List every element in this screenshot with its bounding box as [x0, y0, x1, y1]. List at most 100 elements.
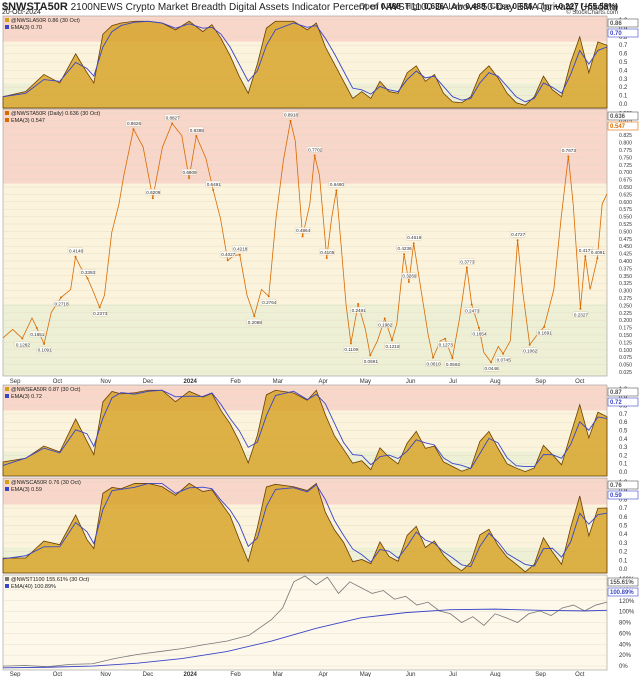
y-tick-label: 0.2 — [619, 453, 628, 459]
data-point — [335, 189, 338, 192]
y-tick-label: 0.4 — [619, 532, 628, 538]
data-label-box — [181, 168, 197, 176]
y-tick-label: 0.7 — [619, 412, 628, 418]
data-label: 0.2068 — [248, 320, 262, 325]
data-label-box — [91, 310, 108, 317]
y-tick-label: 0.125 — [619, 340, 632, 346]
y-tick-label: 0.5 — [619, 524, 628, 530]
data-label: 0.8626 — [127, 121, 141, 126]
legend-swatch — [5, 487, 9, 491]
data-point — [403, 253, 406, 256]
y-tick-label: 0.150 — [619, 333, 632, 339]
data-label-box — [396, 245, 412, 252]
data-label: 0.8918 — [284, 113, 298, 118]
data-label-box — [307, 146, 323, 153]
data-label: 0.0592 — [446, 362, 460, 367]
data-label-box — [437, 341, 453, 348]
data-label-box — [188, 126, 204, 134]
y-tick-label: 0% — [619, 664, 628, 670]
x-tick-label: Mar — [273, 379, 283, 385]
x-tick-label: Feb — [230, 672, 241, 677]
y-tick-label: 0.350 — [619, 274, 632, 280]
legend-entry: @NWSCA50R 0.76 (30 Oct) — [11, 480, 81, 486]
data-label-box — [220, 251, 236, 258]
y-tick-label: 0.1 — [619, 94, 628, 100]
data-point — [412, 242, 415, 245]
data-label-box — [401, 272, 417, 280]
y-tick-label: 0.175 — [619, 326, 632, 332]
y-tick-label: 0.725 — [619, 163, 632, 169]
data-label-box — [53, 300, 69, 307]
data-label: 0.4091 — [591, 250, 605, 255]
data-label: 0.0745 — [497, 358, 511, 363]
data-label-box — [560, 147, 576, 154]
data-point — [253, 315, 256, 318]
data-label: 0.0691 — [364, 359, 378, 364]
data-label: 0.2473 — [465, 308, 479, 313]
data-label-box — [425, 360, 441, 367]
data-label: 0.4027 — [221, 252, 235, 257]
value-tag-label: 0.636 — [610, 114, 626, 120]
y-tick-label: 0.750 — [619, 155, 632, 161]
value-tag-label: 0.87 — [610, 390, 622, 396]
y-tick-label: 0.875 — [619, 118, 632, 124]
data-point — [289, 119, 292, 122]
copyright: © StockCharts.com — [566, 10, 618, 16]
y-tick-label: 0.1 — [619, 558, 628, 564]
x-tick-label: Sep — [10, 379, 21, 385]
x-tick-label: Oct — [53, 379, 63, 385]
overbought-band — [3, 109, 607, 184]
value-tag — [607, 111, 639, 121]
x-tick-label: Apr — [318, 672, 327, 677]
data-point — [490, 361, 493, 364]
data-point — [74, 255, 77, 258]
data-point — [35, 326, 38, 329]
data-label: 0.1282 — [16, 342, 30, 347]
y-tick-label: 0.3 — [619, 541, 628, 547]
y-tick-label: 0.400 — [619, 259, 632, 265]
y-tick-label: 0.3 — [619, 445, 628, 451]
data-label: 0.4619 — [407, 235, 421, 240]
legend-entry: @NWSTA50R (Daily) 0.636 (30 Oct) — [11, 111, 100, 117]
data-label-box — [125, 120, 142, 127]
data-label: 0.4218 — [233, 247, 247, 252]
legend-swatch — [5, 480, 9, 484]
data-label: 0.7673 — [562, 148, 576, 153]
data-label-box — [294, 227, 311, 234]
y-tick-label: 0.775 — [619, 148, 632, 154]
legend-entry: EMA(3) 0.70 — [11, 25, 42, 31]
value-tag — [607, 397, 639, 407]
value-tag — [607, 480, 639, 490]
y-tick-label: 0.4 — [619, 437, 628, 443]
y-tick-label: 0.6 — [619, 52, 628, 58]
ema-line — [2, 20, 608, 103]
value-tag — [607, 387, 639, 397]
data-label: 0.2327 — [574, 312, 588, 317]
y-tick-label: 0.4 — [619, 68, 628, 74]
legend-entry: @NWSEA50R 0.87 (30 Oct) — [11, 387, 81, 393]
y-tick-label: 0.5 — [619, 60, 628, 66]
ema40-line — [2, 608, 608, 669]
data-label: 0.6909 — [183, 170, 197, 175]
data-label-box — [589, 249, 605, 256]
y-tick-label: 0.650 — [619, 185, 632, 191]
legend-entry: EMA(3) 0.547 — [11, 118, 45, 124]
y-tick-label: 0.2 — [619, 550, 628, 556]
data-point — [584, 255, 587, 258]
data-label: 0.1982 — [378, 322, 392, 327]
data-label: 0.8827 — [166, 115, 180, 120]
data-label: 0.3269 — [402, 274, 416, 279]
data-label: 0.2373 — [93, 311, 107, 316]
data-label-box — [67, 247, 84, 254]
data-label: 0.1654 — [472, 332, 486, 337]
data-label: 0.2764 — [262, 300, 276, 305]
data-label-box — [79, 269, 96, 276]
data-label: 0.4864 — [296, 228, 310, 233]
data-point — [579, 307, 582, 310]
y-tick-label: 0.550 — [619, 215, 632, 221]
x-tick-label: May — [360, 672, 371, 677]
x-tick-label: Sep — [10, 672, 21, 677]
y-tick-label: 0.3 — [619, 77, 628, 83]
data-point — [516, 239, 519, 242]
quote-summary: Open 0.488 High 0.636 Low 0.488 Close 0.… — [358, 2, 618, 11]
